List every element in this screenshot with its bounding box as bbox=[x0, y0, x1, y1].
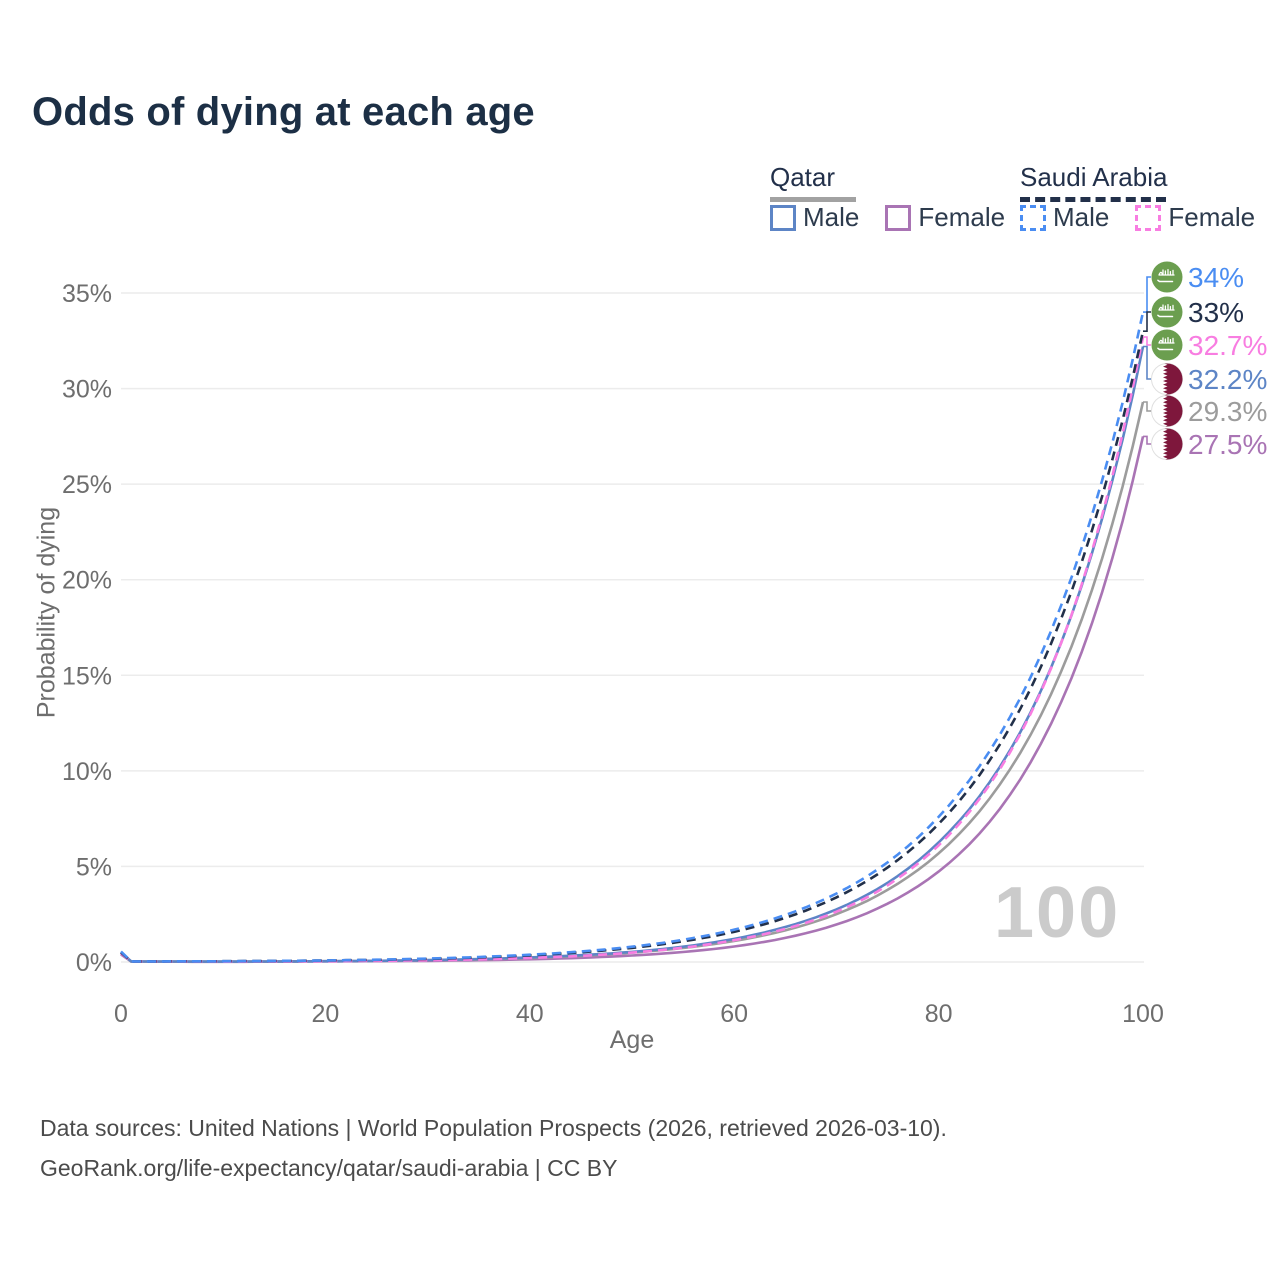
curve-saudi-arabia-male bbox=[120, 311, 1145, 963]
saudi-arabia-flag-icon bbox=[1151, 329, 1183, 361]
x-tick-label: 100 bbox=[1122, 1000, 1164, 1028]
y-tick-label: 35% bbox=[62, 280, 112, 308]
saudi-arabia-flag-icon bbox=[1151, 296, 1183, 328]
end-label-qatar-male: 32.2% bbox=[1188, 364, 1267, 395]
leader-saudi-arabia-female bbox=[1143, 336, 1151, 346]
y-tick-label: 10% bbox=[62, 758, 112, 786]
legend-group-saudi-arabia: Saudi Arabia bbox=[1020, 162, 1167, 202]
legend-item-label: Female bbox=[1168, 202, 1256, 232]
end-label-qatar-female: 27.5% bbox=[1188, 429, 1267, 460]
legend-item-saudi-male[interactable]: Male bbox=[1020, 202, 1109, 233]
legend-items-saudi-arabia: Male Female bbox=[1020, 202, 1255, 233]
leader-qatar-female bbox=[1143, 435, 1151, 445]
qatar-line-style-swatch bbox=[770, 197, 856, 202]
x-tick-label: 80 bbox=[925, 1000, 953, 1028]
saudi-female-swatch bbox=[1135, 204, 1162, 231]
legend-item-label: Male bbox=[1053, 202, 1110, 232]
mortality-line-chart: 0% 5% 10% 15% 20% 25% 30% 35% 0 20 40 60 80 100 34% 33%… bbox=[62, 261, 1267, 1028]
legend-item-label: Male bbox=[803, 202, 860, 232]
end-label-saudi-arabia-male: 34% bbox=[1188, 262, 1244, 293]
legend-items-qatar: Male Female bbox=[770, 202, 1005, 233]
curve-saudi-arabia-female bbox=[120, 336, 1145, 963]
x-axis-title: Age bbox=[609, 1026, 655, 1054]
qatar-male-swatch bbox=[770, 204, 796, 231]
curve-qatar-female bbox=[120, 436, 1145, 964]
attribution-line: GeoRank.org/life-expectancy/qatar/saudi-… bbox=[40, 1155, 618, 1182]
curve-qatar-both-sexes bbox=[120, 401, 1145, 963]
page-title: Odds of dying at each age bbox=[32, 90, 535, 134]
qatar-flag-icon bbox=[1151, 363, 1183, 395]
data-sources-line: Data sources: United Nations | World Pop… bbox=[40, 1115, 947, 1141]
y-axis-title: Probability of dying bbox=[32, 506, 61, 719]
curve-qatar-male bbox=[120, 346, 1145, 963]
legend-item-label: Female bbox=[918, 202, 1006, 232]
y-tick-label: 20% bbox=[62, 567, 112, 595]
leader-saudi-arabia-both-sexes bbox=[1143, 311, 1151, 332]
age-counter-watermark: 100 bbox=[994, 873, 1121, 953]
qatar-flag-icon bbox=[1151, 395, 1183, 427]
qatar-female-swatch bbox=[885, 204, 912, 231]
saudi-male-swatch bbox=[1020, 204, 1046, 231]
y-tick-label: 0% bbox=[76, 949, 112, 977]
y-tick-label: 30% bbox=[62, 376, 112, 404]
leader-qatar-both-sexes bbox=[1143, 401, 1151, 412]
legend-qatar-name: Qatar bbox=[770, 162, 836, 192]
leader-saudi-arabia-male bbox=[1143, 276, 1151, 313]
legend-item-saudi-female[interactable]: Female bbox=[1135, 202, 1255, 233]
x-tick-label: 60 bbox=[720, 1000, 748, 1028]
saudi-arabia-flag-icon bbox=[1151, 261, 1183, 293]
leader-qatar-male bbox=[1143, 345, 1151, 380]
end-label-saudi-arabia-both-sexes: 33% bbox=[1188, 297, 1244, 328]
saudi-arabia-line-style-swatch bbox=[1020, 197, 1166, 202]
x-tick-label: 0 bbox=[114, 1000, 128, 1028]
qatar-flag-icon bbox=[1151, 428, 1183, 460]
end-label-qatar-both-sexes: 29.3% bbox=[1188, 396, 1267, 427]
y-tick-label: 25% bbox=[62, 471, 112, 499]
legend-group-qatar: Qatar bbox=[770, 162, 856, 202]
y-tick-label: 15% bbox=[62, 662, 112, 690]
end-label-saudi-arabia-female: 32.7% bbox=[1188, 330, 1267, 361]
legend-item-qatar-female[interactable]: Female bbox=[885, 202, 1005, 233]
legend-item-qatar-male[interactable]: Male bbox=[770, 202, 859, 233]
x-tick-label: 20 bbox=[311, 1000, 339, 1028]
x-tick-label: 40 bbox=[516, 1000, 544, 1028]
legend-saudi-arabia-name: Saudi Arabia bbox=[1020, 162, 1168, 192]
y-tick-label: 5% bbox=[76, 853, 112, 881]
footer: Data sources: United Nations | World Pop… bbox=[40, 1108, 947, 1189]
